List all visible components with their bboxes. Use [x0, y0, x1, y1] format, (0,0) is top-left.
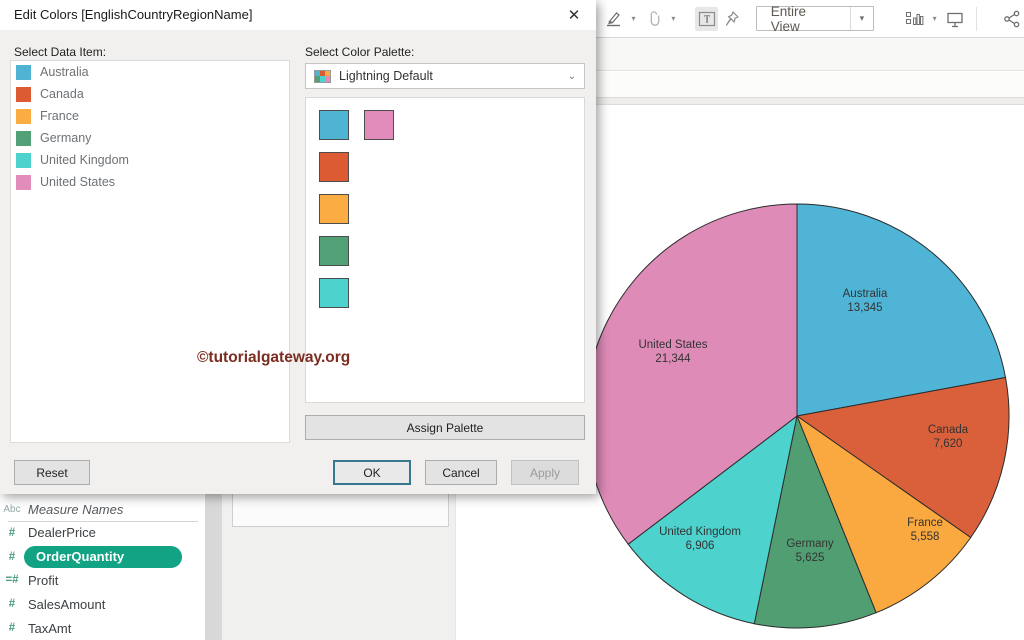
color-swatch-icon [16, 130, 31, 146]
field-label: TaxAmt [28, 620, 72, 636]
palette-preview-icon [314, 69, 331, 83]
close-icon[interactable]: ✕ [567, 7, 581, 24]
field-label: Profit [28, 572, 59, 588]
pie-label: Australia 13,345 [843, 288, 888, 314]
share-icon[interactable] [1001, 7, 1024, 31]
pie-slice-france[interactable] [795, 414, 972, 614]
number-field-icon: # [8, 550, 16, 563]
highlighter-icon[interactable] [602, 7, 625, 31]
field-label: Measure Names [28, 501, 124, 517]
dialog-titlebar[interactable]: Edit Colors [EnglishCountryRegionName] ✕ [0, 0, 596, 30]
ok-button[interactable]: OK [333, 460, 411, 485]
pie-slice-australia[interactable] [796, 203, 1007, 417]
pie-slice-canada[interactable] [795, 376, 1010, 539]
number-field-icon: # [8, 526, 16, 539]
color-swatch-icon [16, 152, 31, 168]
text-field-icon: Abc [3, 503, 21, 515]
data-item-label: Australia [40, 65, 89, 79]
palette-swatch[interactable] [319, 194, 349, 224]
data-item-row[interactable]: Canada [11, 83, 289, 105]
palette-icon-cell [325, 76, 330, 82]
color-swatch-icon [16, 64, 31, 80]
field-label: SalesAmount [28, 596, 106, 612]
edit-colors-dialog: Edit Colors [EnglishCountryRegionName] ✕… [0, 0, 596, 494]
cancel-button[interactable]: Cancel [425, 460, 497, 485]
palette-swatch[interactable] [319, 236, 349, 266]
pie-label: Canada 7,620 [928, 424, 969, 450]
chevron-down-icon[interactable]: ▾ [631, 14, 636, 23]
fit-dropdown-value[interactable]: Entire View [770, 3, 806, 34]
pie-slice-germany[interactable] [753, 414, 877, 629]
data-item-label: Germany [40, 131, 92, 145]
data-item-row[interactable]: France [11, 105, 289, 127]
palette-swatch[interactable] [319, 110, 349, 140]
data-item-row[interactable]: United States [11, 171, 289, 193]
palette-dropdown[interactable]: Lightning Default ⌄ [305, 63, 585, 89]
paperclip-icon[interactable] [642, 7, 665, 31]
pie-label: United Kingdom 6,906 [659, 526, 741, 552]
sidebar-field-taxamt[interactable]: # TaxAmt [0, 616, 206, 640]
text-label-icon[interactable]: T [695, 6, 719, 31]
palette-swatch[interactable] [319, 152, 349, 182]
chevron-down-icon[interactable]: ▾ [671, 14, 676, 23]
dialog-title: Edit Colors [EnglishCountryRegionName] [14, 7, 253, 22]
reset-button[interactable]: Reset [14, 460, 90, 485]
assign-palette-button[interactable]: Assign Palette [305, 415, 585, 440]
palette-icon-cell [325, 70, 330, 76]
palette-icon-cell [315, 76, 320, 82]
pie-label: United States 21,344 [638, 339, 707, 365]
pie-slice-united-states[interactable] [584, 203, 798, 545]
fit-dropdown-caret[interactable]: ▾ [849, 7, 873, 30]
number-field-icon: # [8, 622, 16, 634]
toolbar-separator [976, 6, 978, 31]
apply-button[interactable]: Apply [511, 460, 579, 485]
sidebar-field-salesamount[interactable]: # SalesAmount [0, 592, 206, 616]
palette-icon-cell [315, 70, 320, 76]
color-swatch-icon [16, 108, 31, 124]
field-label: OrderQuantity [24, 545, 182, 568]
pie-label: Germany 5,625 [786, 538, 834, 564]
color-swatch-icon [16, 174, 31, 190]
data-item-label: United Kingdom [40, 153, 129, 167]
sidebar-field-measure names[interactable]: Abc Measure Names [0, 497, 206, 521]
sidebar-field-dealerprice[interactable]: # DealerPrice [0, 521, 206, 545]
watermark: ©tutorialgateway.org [197, 349, 351, 366]
chevron-down-icon: ⌄ [567, 70, 576, 82]
sidebar-field-profit[interactable]: =# Profit [0, 568, 206, 592]
show-me-icon[interactable] [903, 7, 926, 31]
number-field-icon: # [8, 598, 16, 611]
field-list-divider [8, 520, 198, 522]
chevron-down-icon[interactable]: ▾ [932, 14, 937, 23]
palette-swatch-box[interactable] [305, 97, 585, 403]
pin-icon[interactable] [720, 7, 743, 31]
presentation-mode-icon[interactable] [943, 7, 966, 31]
data-item-row[interactable]: United Kingdom [11, 149, 289, 171]
data-item-label: United States [40, 175, 116, 189]
svg-text:T: T [704, 14, 710, 25]
palette-icon-cell [320, 76, 325, 82]
sidebar-field-orderquantity[interactable]: # OrderQuantity [0, 545, 206, 569]
color-swatch-icon [16, 86, 31, 102]
palette-dropdown-value: Lightning Default [339, 69, 433, 83]
data-item-row[interactable]: Germany [11, 127, 289, 149]
palette-swatch[interactable] [319, 278, 349, 308]
data-item-list[interactable]: Australia Canada France Germany United K… [10, 60, 290, 443]
field-label: DealerPrice [28, 525, 96, 541]
pie-slice-united-kingdom[interactable] [627, 414, 798, 625]
data-item-label: Canada [40, 87, 84, 101]
select-palette-label: Select Color Palette: [305, 45, 415, 59]
data-item-row[interactable]: Australia [11, 61, 289, 83]
number-field-icon: =# [5, 574, 19, 587]
palette-swatch[interactable] [364, 110, 394, 140]
palette-icon-cell [320, 70, 325, 76]
fit-dropdown[interactable]: Entire View ▾ [755, 3, 874, 34]
select-data-item-label: Select Data Item: [14, 45, 107, 59]
pie-label: France 5,558 [907, 517, 943, 543]
data-item-label: France [40, 109, 79, 123]
